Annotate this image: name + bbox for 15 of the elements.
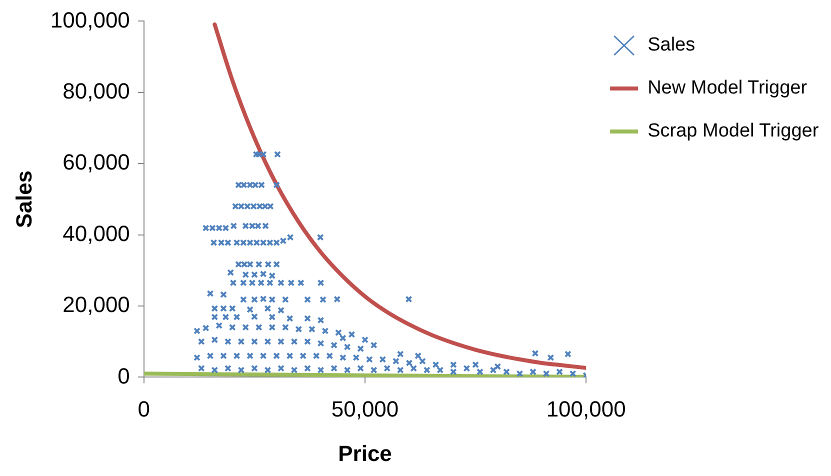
- legend-label: Sales: [648, 34, 696, 56]
- legend-label: Scrap Model Trigger: [648, 120, 820, 142]
- legend-label: New Model Trigger: [648, 78, 808, 99]
- y-tick-label: 40,000: [62, 220, 130, 246]
- x-tick-label: 50,000: [331, 396, 399, 422]
- y-tick-label: 20,000: [62, 292, 130, 318]
- x-tick-label: 0: [138, 396, 150, 422]
- y-axis-title: Sales: [11, 170, 36, 228]
- line-series: [212, 22, 586, 370]
- x-axis-title: Price: [338, 440, 392, 466]
- y-tick-label: 80,000: [62, 78, 130, 104]
- y-tick-label: 60,000: [62, 150, 130, 175]
- x-tick-label: 100,000: [546, 396, 626, 422]
- y-tick-label: 0: [118, 363, 130, 388]
- y-tick-label: 100,000: [50, 7, 130, 32]
